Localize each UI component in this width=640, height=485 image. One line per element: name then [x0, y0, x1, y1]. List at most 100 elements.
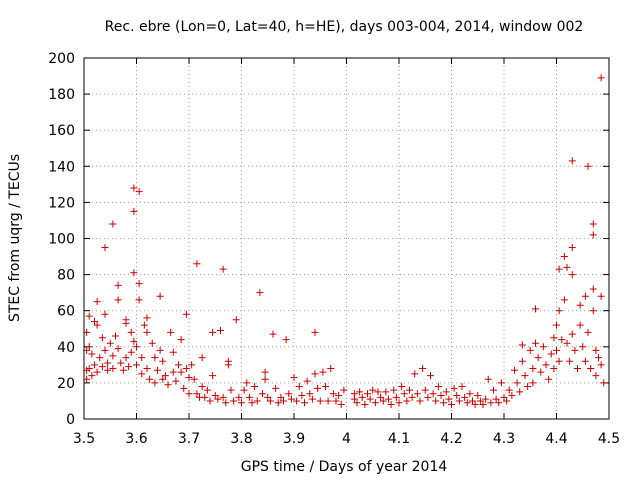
- data-point: [322, 383, 329, 391]
- data-point: [592, 346, 600, 354]
- data-point: [416, 397, 424, 405]
- data-point: [558, 336, 566, 344]
- data-point: [109, 220, 117, 228]
- data-point: [589, 307, 597, 315]
- data-point: [185, 373, 193, 381]
- data-point: [159, 375, 167, 383]
- data-point: [327, 364, 335, 372]
- x-tick-label: 3.6: [125, 431, 147, 447]
- data-point: [469, 397, 476, 405]
- data-point: [130, 337, 138, 345]
- data-point: [581, 292, 589, 300]
- data-point: [272, 384, 280, 392]
- data-point: [85, 312, 93, 320]
- data-point: [445, 395, 453, 403]
- data-point: [295, 383, 303, 391]
- data-point: [358, 393, 366, 401]
- data-point: [287, 395, 295, 403]
- data-point: [448, 401, 455, 409]
- data-point: [597, 361, 605, 369]
- data-point: [390, 386, 398, 394]
- data-point: [217, 327, 224, 335]
- data-point: [164, 381, 172, 389]
- data-point: [169, 348, 177, 356]
- data-point: [482, 395, 490, 403]
- data-point: [369, 386, 377, 394]
- x-tick-label: 4.2: [440, 431, 462, 447]
- data-point: [219, 393, 227, 401]
- data-point: [316, 397, 324, 405]
- data-point: [169, 368, 177, 376]
- data-point: [434, 383, 442, 391]
- data-point: [91, 361, 98, 369]
- data-point: [109, 364, 117, 372]
- data-point: [524, 383, 532, 391]
- data-point: [545, 375, 553, 383]
- y-axis-label: STEC from uqrg / TECUs: [7, 154, 23, 322]
- data-point: [555, 307, 563, 315]
- data-point: [182, 364, 190, 372]
- x-tick-label: 3.7: [178, 431, 200, 447]
- data-point: [560, 296, 568, 304]
- data-point: [159, 357, 167, 365]
- data-point: [532, 339, 539, 347]
- data-point: [379, 397, 387, 405]
- grid-layer: [84, 58, 609, 419]
- data-point: [109, 352, 117, 360]
- data-point: [597, 292, 605, 300]
- data-point: [190, 375, 198, 383]
- data-point: [93, 298, 101, 306]
- data-point: [298, 392, 306, 400]
- data-point: [146, 375, 154, 383]
- data-point: [133, 361, 140, 369]
- data-point: [589, 220, 597, 228]
- data-point: [584, 162, 592, 170]
- data-point: [280, 397, 287, 405]
- y-tick-label: 80: [57, 268, 75, 284]
- data-point: [335, 392, 343, 400]
- data-point: [537, 368, 545, 376]
- data-point: [172, 377, 180, 385]
- data-point: [211, 392, 219, 400]
- data-point: [114, 296, 122, 304]
- data-point: [587, 364, 595, 372]
- data-point: [555, 357, 563, 365]
- x-axis-label: GPS time / Days of year 2014: [241, 459, 448, 475]
- data-point: [201, 393, 209, 401]
- data-point: [595, 354, 602, 362]
- x-tick-label: 3.5: [73, 431, 95, 447]
- y-tick-label: 40: [57, 340, 75, 356]
- data-point: [406, 386, 413, 394]
- data-point: [112, 332, 119, 340]
- data-point: [285, 390, 293, 398]
- data-point: [400, 390, 408, 398]
- data-point: [332, 397, 340, 405]
- data-point: [253, 397, 261, 405]
- data-point: [568, 330, 576, 338]
- data-point: [503, 397, 511, 405]
- data-point: [518, 357, 526, 365]
- data-point: [450, 384, 458, 392]
- data-point: [125, 363, 133, 371]
- data-point: [198, 354, 206, 362]
- data-point: [576, 321, 584, 329]
- data-point: [592, 372, 600, 380]
- data-point: [206, 397, 214, 405]
- data-point: [122, 354, 130, 362]
- data-point: [293, 397, 301, 405]
- data-point: [88, 350, 96, 358]
- data-point: [98, 363, 106, 371]
- data-point: [261, 375, 269, 383]
- data-point: [600, 379, 608, 387]
- data-point: [487, 399, 495, 407]
- data-point: [539, 343, 547, 351]
- data-point: [395, 399, 403, 407]
- data-point: [511, 366, 518, 374]
- data-point: [353, 399, 361, 407]
- data-point: [563, 339, 571, 347]
- data-point: [193, 390, 201, 398]
- data-point: [306, 390, 314, 398]
- data-point: [508, 392, 516, 400]
- y-tick-label: 180: [48, 87, 75, 103]
- data-point: [337, 401, 345, 409]
